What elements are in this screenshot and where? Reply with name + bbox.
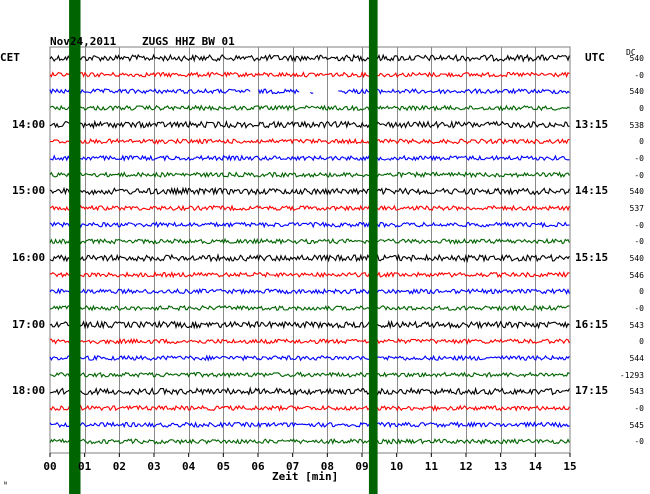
dc-offset-value: -0 xyxy=(634,154,644,164)
dc-offset-value: -0 xyxy=(634,304,644,314)
trace-6 xyxy=(49,154,570,162)
dc-offset-value: 538 xyxy=(629,120,644,130)
right-time-label: 13:15 xyxy=(575,117,609,131)
x-tick-label: 08 xyxy=(321,460,334,473)
x-tick-label: 05 xyxy=(217,460,230,473)
left-time-label: 15:00 xyxy=(12,184,46,198)
trace-3 xyxy=(49,104,570,112)
x-tick-label: 00 xyxy=(43,460,56,473)
trace-1 xyxy=(49,70,570,79)
trace-18 xyxy=(49,354,570,362)
x-axis-label: Zeit [min] xyxy=(272,470,339,483)
left-time-label: 14:00 xyxy=(12,117,46,131)
chart-date: Nov24,2011 xyxy=(50,35,117,48)
dc-offset-value: -0 xyxy=(634,437,644,447)
dc-offset-value: -0 xyxy=(634,237,644,247)
dc-offset-value: 543 xyxy=(629,320,644,330)
right-time-label: 14:15 xyxy=(575,184,609,198)
dc-offset-value: 545 xyxy=(629,420,644,430)
dc-offset-value: 537 xyxy=(629,204,644,214)
trace-7 xyxy=(49,171,570,179)
trace-20 xyxy=(49,386,570,397)
dc-offset-value: -0 xyxy=(634,170,644,180)
left-time-label: 16:00 xyxy=(12,251,46,265)
trace-13 xyxy=(49,270,570,279)
trace-23 xyxy=(49,437,570,445)
x-tick-label: 12 xyxy=(459,460,472,473)
highlight-band-1 xyxy=(368,0,378,494)
dc-offset-value: 544 xyxy=(629,354,644,364)
trace-5 xyxy=(50,137,570,145)
right-time-label: 16:15 xyxy=(575,317,609,331)
dc-offset-value: 546 xyxy=(629,270,644,280)
left-time-label: 18:00 xyxy=(12,384,46,398)
trace-8 xyxy=(49,186,570,197)
chart-station: ZUGS HHZ BW 01 xyxy=(142,35,235,48)
x-tick-label: 11 xyxy=(425,460,439,473)
trace-16 xyxy=(49,319,570,330)
x-tick-label: 04 xyxy=(182,460,196,473)
right-time-label: 17:15 xyxy=(575,384,609,398)
dc-offset-value: 540 xyxy=(629,54,644,63)
trace-14 xyxy=(49,287,570,296)
dc-offset-value: 540 xyxy=(629,187,644,197)
highlight-bands xyxy=(69,0,378,494)
trace-12 xyxy=(49,252,570,264)
x-tick-label: 10 xyxy=(390,460,403,473)
dc-offset-value: -0 xyxy=(634,220,644,230)
dc-header-label: DC xyxy=(626,48,636,57)
trace-10 xyxy=(49,221,570,229)
right-timezone-label: UTC xyxy=(585,51,605,64)
dc-offset-value: -1293 xyxy=(619,370,644,380)
right-time-label: 15:15 xyxy=(575,251,609,265)
left-time-label: 17:00 xyxy=(12,317,46,331)
x-tick-label: 14 xyxy=(529,460,543,473)
x-tick-label: 07 xyxy=(286,460,299,473)
x-axis-ticks: 00 01 02 03 04 05 06 07 08 09 10 11 12 13 14 15 xyxy=(43,453,577,473)
corner-mark: ᴺ xyxy=(3,480,8,489)
x-tick-label: 01 xyxy=(78,460,92,473)
trace-2 xyxy=(49,87,570,95)
trace-17 xyxy=(49,337,570,346)
trace-9 xyxy=(49,204,570,212)
left-timezone-label: CET xyxy=(0,51,20,64)
x-tick-label: 03 xyxy=(147,460,160,473)
dc-offset-value: 0 xyxy=(639,137,644,147)
plot-frame xyxy=(49,46,571,454)
trace-4 xyxy=(49,119,570,130)
dc-offset-value: 0 xyxy=(639,287,644,297)
x-tick-label: 09 xyxy=(355,460,368,473)
dc-offset-value: 0 xyxy=(639,337,644,347)
trace-21 xyxy=(49,404,570,412)
dc-offset-value: 540 xyxy=(629,87,644,97)
highlight-band-0 xyxy=(69,0,81,494)
grid xyxy=(49,46,571,454)
seismic-traces xyxy=(49,53,570,445)
trace-0 xyxy=(49,53,570,63)
x-tick-label: 06 xyxy=(251,460,265,473)
trace-11 xyxy=(49,237,570,246)
dc-offset-value: 543 xyxy=(629,387,644,397)
x-tick-label: 13 xyxy=(494,460,507,473)
x-tick-label: 15 xyxy=(563,460,576,473)
x-tick-label: 02 xyxy=(113,460,126,473)
dc-offset-value: -0 xyxy=(634,70,644,80)
dc-offset-value: 540 xyxy=(629,254,644,264)
trace-19 xyxy=(49,370,570,379)
trace-15 xyxy=(49,304,570,312)
dc-offset-value: -0 xyxy=(634,404,644,414)
trace-22 xyxy=(49,421,570,429)
dc-offset-value: 0 xyxy=(639,104,644,113)
